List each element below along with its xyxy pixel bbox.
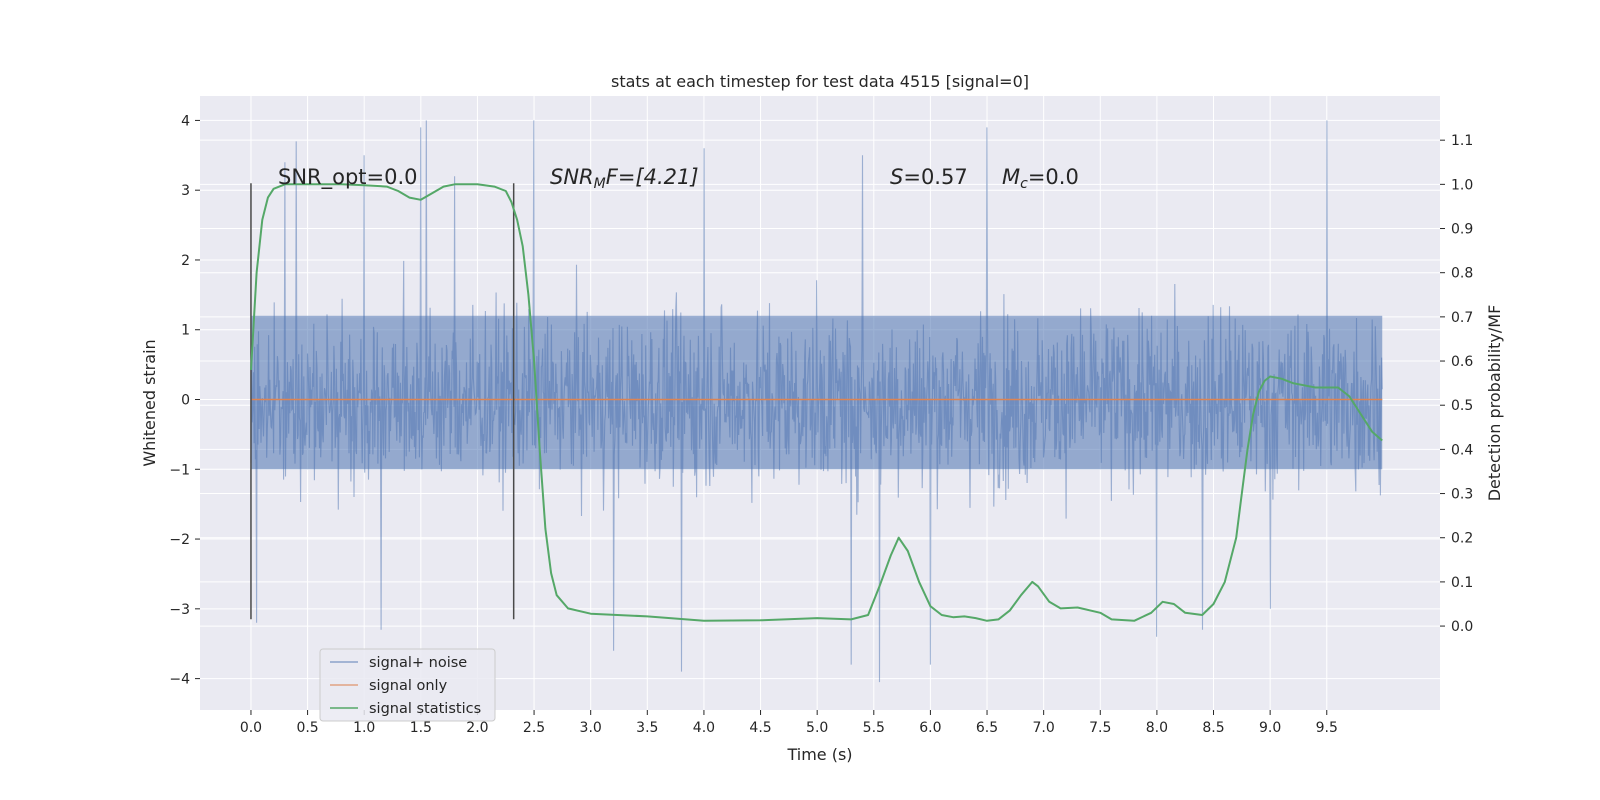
legend: signal+ noise signal only signal statist…: [319, 648, 496, 722]
annotation-s-value: =0.57: [903, 165, 967, 189]
x-tick-label: 0.5: [296, 720, 318, 736]
y-tick-label: 0: [181, 393, 190, 409]
x-axis-ticks: 0.0 0.5 1.0 1.5 2.0 2.5 3.0 3.5 4.0 4.5 5.0 5.5 6.0 6…: [240, 710, 1338, 736]
y-tick-label: −1: [169, 462, 190, 478]
legend-box: [319, 648, 496, 722]
x-tick-label: 4.0: [693, 720, 715, 736]
marker-lines: [250, 183, 515, 620]
signal-statistics-line: [250, 183, 1383, 622]
y-axis-label: Whitened strain: [140, 339, 159, 466]
annotation-s: S=0.57: [890, 165, 968, 189]
legend-label-signal-noise: signal+ noise: [369, 655, 467, 671]
x-tick-label: 8.5: [1202, 720, 1224, 736]
x-tick-label: 7.0: [1033, 720, 1055, 736]
y2-tick-label: 0.9: [1451, 222, 1473, 238]
annotation-snr-mf-rest-f: F=[4.21]: [606, 165, 699, 189]
y-tick-label: −4: [169, 672, 190, 688]
x-tick-label: 8.0: [1146, 720, 1168, 736]
y2-axis-ticks: 0.0 0.1 0.2 0.3 0.4 0.5 0.6 0.7 0.8 0.9 1.0 1.1: [1440, 133, 1473, 635]
x-tick-label: 0.0: [240, 720, 262, 736]
x-tick-label: 3.0: [580, 720, 602, 736]
y-tick-label: 1: [181, 323, 190, 339]
y2-axis-label: Detection probability/MF: [1485, 305, 1504, 502]
y2-tick-label: 0.5: [1451, 398, 1473, 414]
legend-label-signal-only: signal only: [369, 678, 448, 694]
y-tick-label: 2: [181, 253, 190, 269]
series-signal-noise: [250, 120, 1383, 683]
annotation-s-symbol: S: [890, 165, 903, 189]
chart-title: stats at each timestep for test data 451…: [611, 72, 1029, 91]
series-signal-statistics: [250, 183, 1383, 622]
x-tick-label: 9.0: [1259, 720, 1281, 736]
x-tick-label: 6.5: [976, 720, 998, 736]
x-tick-label: 2.0: [466, 720, 488, 736]
legend-label-signal-statistics: signal statistics: [369, 701, 481, 717]
y2-tick-label: 1.0: [1451, 177, 1473, 193]
y-axis-ticks: −4 −3 −2 −1 0 1 2 3 4: [169, 113, 200, 688]
annotation-mc-value: =0.0: [1028, 165, 1079, 189]
annotation-snr-opt: SNR_opt=0.0: [278, 165, 418, 190]
x-tick-label: 5.5: [863, 720, 885, 736]
y-tick-label: 4: [181, 113, 190, 129]
y2-tick-label: 0.8: [1451, 266, 1473, 282]
x-axis-label: Time (s): [786, 745, 852, 764]
y2-tick-label: 0.7: [1451, 310, 1473, 326]
annotation-snr-mf-sub: M: [594, 176, 606, 192]
y2-tick-label: 0.6: [1451, 354, 1473, 370]
x-tick-label: 1.5: [410, 720, 432, 736]
x-tick-label: 6.0: [919, 720, 941, 736]
noise-trace: [250, 120, 1383, 683]
annotation-snr-mf: SNRMF=[4.21]: [550, 165, 699, 192]
x-tick-label: 1.0: [353, 720, 375, 736]
annotation-mc-sub: c: [1020, 176, 1028, 192]
y-tick-label: 3: [181, 183, 190, 199]
x-tick-label: 4.5: [749, 720, 771, 736]
y2-tick-label: 0.2: [1451, 531, 1473, 547]
annotation-snr-mf-main: SNR: [550, 165, 594, 189]
annotation-mc-main: M: [1002, 165, 1020, 189]
y2-tick-label: 0.1: [1451, 575, 1473, 591]
x-tick-label: 2.5: [523, 720, 545, 736]
y2-tick-label: 1.1: [1451, 133, 1473, 149]
x-tick-label: 5.0: [806, 720, 828, 736]
y2-tick-label: 0.0: [1451, 619, 1473, 635]
x-tick-label: 7.5: [1089, 720, 1111, 736]
y-tick-label: −3: [169, 602, 190, 618]
x-tick-label: 9.5: [1316, 720, 1338, 736]
x-tick-label: 3.5: [636, 720, 658, 736]
y2-tick-label: 0.4: [1451, 442, 1473, 458]
y-tick-label: −2: [169, 532, 190, 548]
y2-tick-label: 0.3: [1451, 487, 1473, 503]
annotation-mc: Mc=0.0: [1002, 165, 1079, 192]
